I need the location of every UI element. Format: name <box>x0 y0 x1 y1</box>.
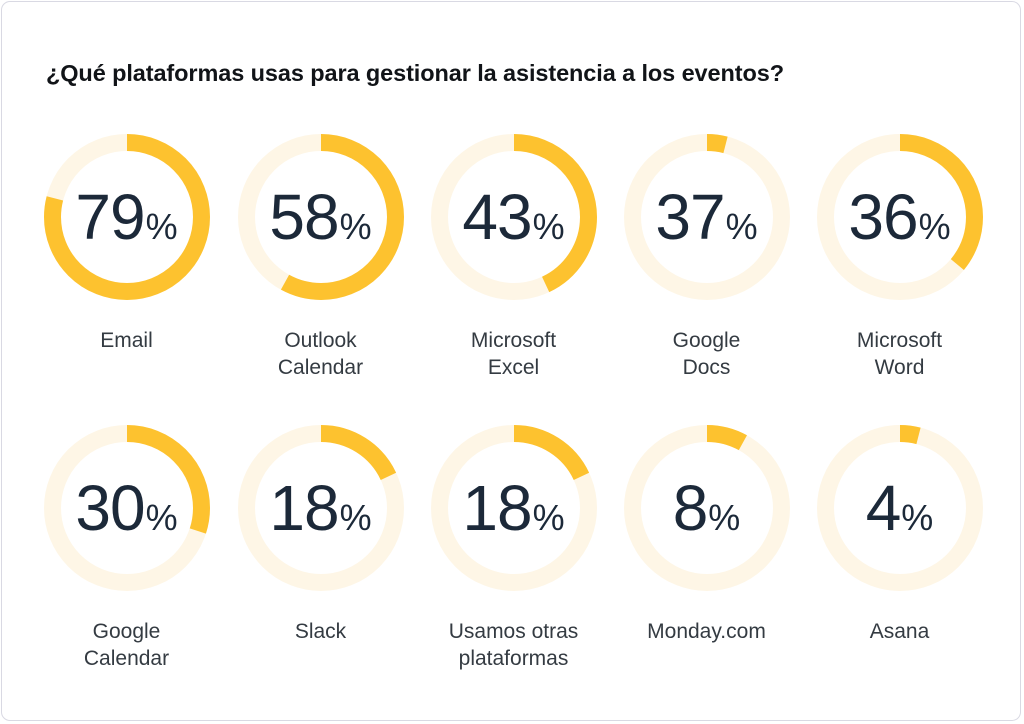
donut-label: Usamos otras plataformas <box>417 618 610 672</box>
donut-svg <box>624 425 790 591</box>
label-line: Docs <box>682 356 731 379</box>
donut-svg <box>817 134 983 300</box>
donut-svg <box>238 425 404 591</box>
donut-value: 8% <box>610 471 803 545</box>
donut-label: Email <box>30 327 223 354</box>
label-line: plataformas <box>458 647 569 670</box>
donut-ring: 8% <box>610 425 803 595</box>
value-number: 4 <box>865 472 902 544</box>
value-number: 18 <box>269 472 339 544</box>
value-percent-sign: % <box>145 497 178 538</box>
donut-ring: 79% <box>30 134 223 304</box>
donut-arc <box>44 425 210 591</box>
label-line: Google <box>92 620 161 643</box>
donut-ring: 4% <box>803 425 996 595</box>
donut-ring: 18% <box>224 425 417 595</box>
value-number: 30 <box>75 472 145 544</box>
donut-value: 79% <box>30 180 223 254</box>
value-percent-sign: % <box>708 497 741 538</box>
donut-arc <box>817 425 983 591</box>
donut-value: 18% <box>224 471 417 545</box>
donut-ring: 36% <box>803 134 996 304</box>
donut-svg <box>431 425 597 591</box>
value-percent-sign: % <box>901 497 934 538</box>
value-percent-sign: % <box>725 206 758 247</box>
donut-value: 36% <box>803 180 996 254</box>
donut-arc <box>624 134 790 300</box>
donut-svg <box>44 425 210 591</box>
donut-svg <box>431 134 597 300</box>
label-line: Calendar <box>83 647 170 670</box>
label-line: Word <box>874 356 925 379</box>
value-percent-sign: % <box>532 497 565 538</box>
donut-svg <box>817 425 983 591</box>
donut-label: Google Docs <box>610 327 803 381</box>
label-line: Microsoft <box>856 329 943 352</box>
donut-label: Asana <box>803 618 996 645</box>
donut-svg <box>238 134 404 300</box>
label-line: Google <box>672 329 741 352</box>
value-percent-sign: % <box>918 206 951 247</box>
value-number: 8 <box>672 472 709 544</box>
donut-label: Microsoft Excel <box>417 327 610 381</box>
value-number: 58 <box>269 181 339 253</box>
donut-arc <box>238 425 404 591</box>
value-number: 43 <box>462 181 532 253</box>
label-line: Calendar <box>277 356 364 379</box>
donut-label: Microsoft Word <box>803 327 996 381</box>
donut-label: Monday.com <box>610 618 803 645</box>
donut-arc <box>624 425 790 591</box>
donut-value: 43% <box>417 180 610 254</box>
value-number: 79 <box>75 181 145 253</box>
label-line: Outlook <box>284 329 357 352</box>
donut-arc <box>431 134 597 300</box>
chart-title: ¿Qué plataformas usas para gestionar la … <box>46 60 784 86</box>
donut-arc <box>817 134 983 300</box>
donut-arc <box>44 134 210 300</box>
value-number: 18 <box>462 472 532 544</box>
donut-label: Outlook Calendar <box>224 327 417 381</box>
value-percent-sign: % <box>339 206 372 247</box>
value-number: 37 <box>655 181 725 253</box>
label-line: Asana <box>869 620 930 643</box>
donut-label: Slack <box>224 618 417 645</box>
label-line: Slack <box>294 620 347 643</box>
value-percent-sign: % <box>532 206 565 247</box>
value-percent-sign: % <box>145 206 178 247</box>
donut-value: 58% <box>224 180 417 254</box>
donut-ring: 58% <box>224 134 417 304</box>
donut-svg <box>44 134 210 300</box>
donut-ring: 43% <box>417 134 610 304</box>
donut-arc <box>238 134 404 300</box>
donut-label: Google Calendar <box>30 618 223 672</box>
donut-value: 37% <box>610 180 803 254</box>
donut-value: 4% <box>803 471 996 545</box>
donut-value: 30% <box>30 471 223 545</box>
donut-ring: 30% <box>30 425 223 595</box>
donut-value: 18% <box>417 471 610 545</box>
label-line: Excel <box>487 356 540 379</box>
label-line: Email <box>100 329 153 352</box>
donut-svg <box>624 134 790 300</box>
donut-arc <box>431 425 597 591</box>
value-percent-sign: % <box>339 497 372 538</box>
donut-ring: 37% <box>610 134 803 304</box>
donut-ring: 18% <box>417 425 610 595</box>
label-line: Microsoft <box>470 329 557 352</box>
label-line: Monday.com <box>647 620 766 643</box>
label-line: Usamos otras <box>448 620 579 643</box>
value-number: 36 <box>848 181 918 253</box>
